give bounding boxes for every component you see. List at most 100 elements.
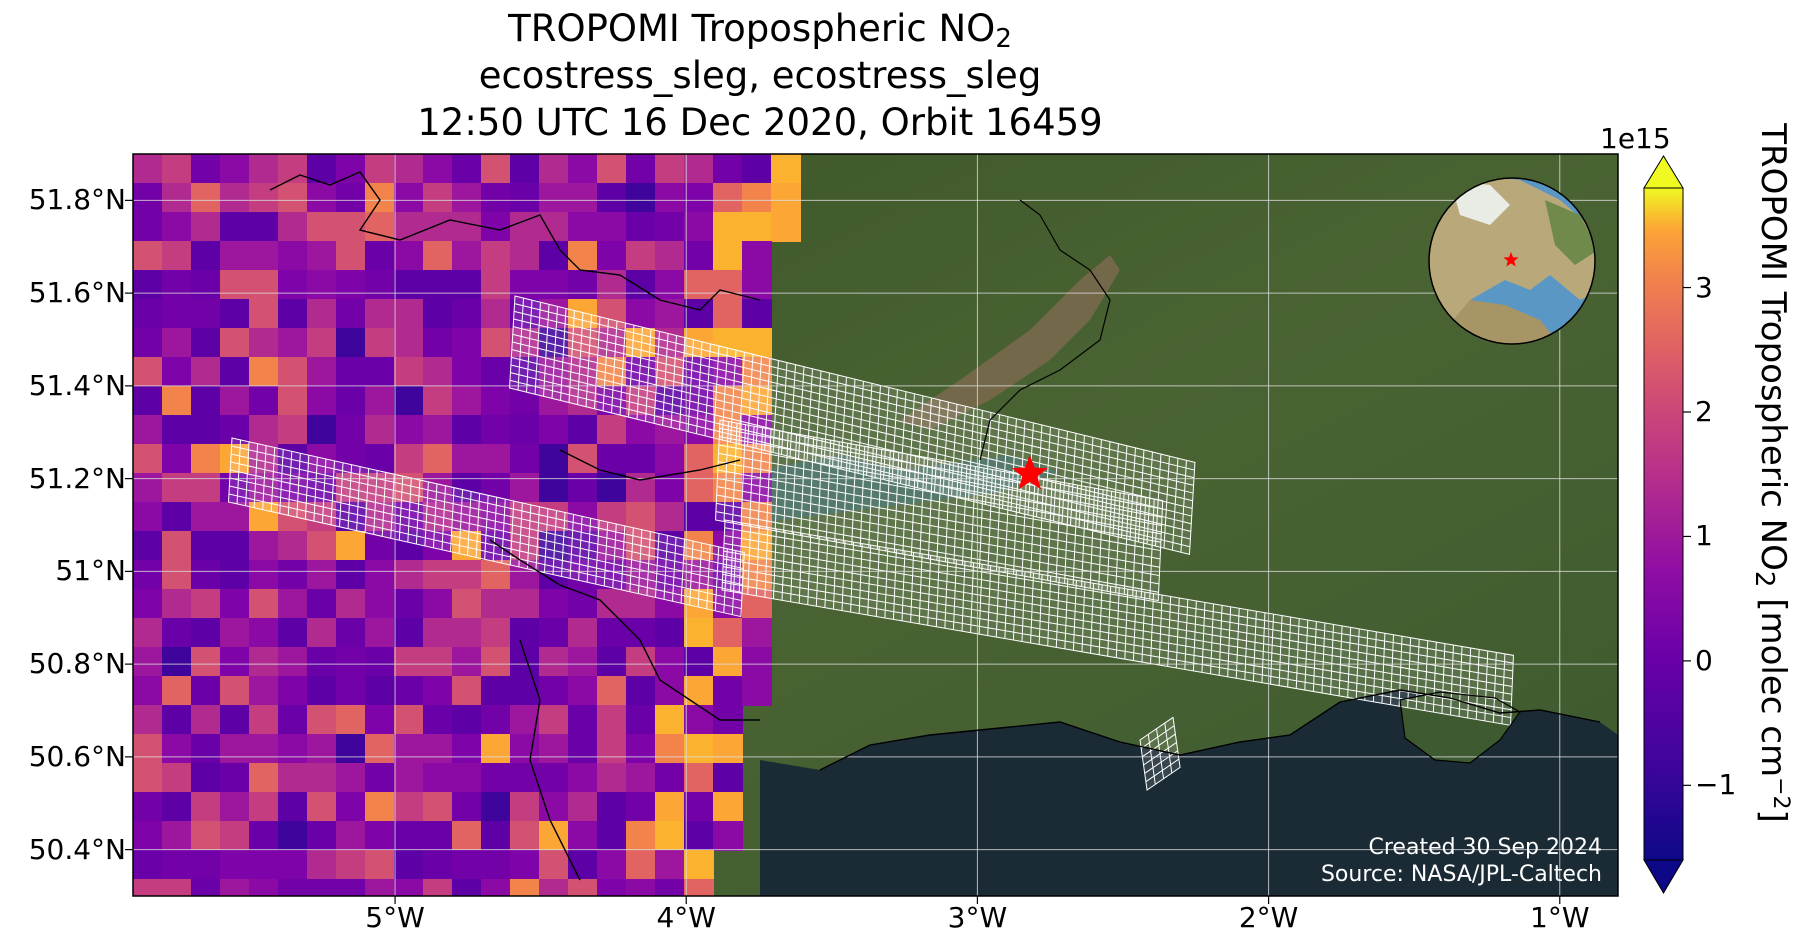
no2-pixel: [713, 763, 743, 793]
no2-pixel: [539, 212, 569, 242]
no2-pixel: [626, 821, 656, 851]
no2-pixel: [307, 270, 337, 300]
colorbar: [1643, 155, 1691, 894]
no2-pixel: [133, 357, 163, 387]
colorbar-label: TROPOMI Tropospheric NO2 [molec cm−2]: [1748, 123, 1794, 823]
no2-pixel: [191, 415, 221, 445]
no2-pixel: [191, 241, 221, 271]
no2-pixel-grid: [133, 154, 801, 938]
no2-pixel: [220, 879, 250, 896]
no2-pixel: [133, 299, 163, 329]
no2-pixel: [539, 792, 569, 822]
lon-label: 2°W: [1238, 901, 1299, 934]
no2-pixel: [481, 560, 511, 590]
no2-pixel: [597, 647, 627, 677]
no2-pixel: [278, 154, 308, 184]
no2-pixel: [568, 212, 598, 242]
no2-pixel: [539, 618, 569, 648]
no2-pixel: [452, 821, 482, 851]
no2-pixel: [713, 734, 743, 764]
no2-pixel: [481, 676, 511, 706]
colorbar-max-extension: [1643, 155, 1684, 189]
no2-pixel: [162, 705, 192, 735]
no2-pixel: [336, 212, 366, 242]
no2-pixel: [191, 299, 221, 329]
no2-pixel: [249, 734, 279, 764]
no2-pixel: [162, 154, 192, 184]
lat-label: 50.8°N: [28, 647, 126, 681]
no2-pixel: [742, 270, 772, 300]
no2-pixel: [249, 357, 279, 387]
no2-pixel: [162, 850, 192, 880]
no2-pixel: [365, 154, 395, 184]
no2-pixel: [133, 473, 163, 503]
no2-pixel: [539, 676, 569, 706]
no2-pixel: [162, 531, 192, 561]
no2-pixel: [452, 299, 482, 329]
no2-pixel: [510, 560, 540, 590]
no2-pixel: [568, 154, 598, 184]
no2-pixel: [220, 212, 250, 242]
no2-pixel: [423, 415, 453, 445]
no2-pixel: [568, 241, 598, 271]
no2-pixel: [191, 618, 221, 648]
no2-pixel: [452, 792, 482, 822]
severn-coastline: [979, 199, 1111, 461]
no2-pixel: [423, 647, 453, 677]
no2-pixel: [539, 183, 569, 213]
no2-pixel: [452, 734, 482, 764]
no2-pixel: [307, 212, 337, 242]
no2-pixel: [655, 299, 685, 329]
no2-pixel: [307, 415, 337, 445]
no2-pixel: [365, 415, 395, 445]
no2-pixel: [510, 618, 540, 648]
no2-pixel: [220, 183, 250, 213]
globe-land-scandinavia: [1545, 200, 1595, 265]
no2-pixel: [684, 618, 714, 648]
no2-pixel: [394, 705, 424, 735]
no2-pixel: [191, 328, 221, 358]
no2-pixel: [423, 879, 453, 896]
no2-pixel: [452, 444, 482, 474]
no2-pixel: [452, 705, 482, 735]
no2-pixel: [626, 154, 656, 184]
no2-pixel: [655, 763, 685, 793]
no2-pixel: [423, 386, 453, 416]
no2-pixel: [220, 792, 250, 822]
no2-pixel: [771, 212, 801, 242]
no2-pixel: [336, 705, 366, 735]
no2-pixel: [423, 270, 453, 300]
no2-pixel: [191, 734, 221, 764]
no2-pixel: [394, 270, 424, 300]
no2-pixel: [249, 792, 279, 822]
no2-pixel: [394, 154, 424, 184]
no2-pixel: [191, 879, 221, 896]
lat-label: 51°N: [55, 554, 126, 588]
no2-pixel: [684, 212, 714, 242]
no2-pixel: [162, 589, 192, 619]
no2-pixel: [249, 154, 279, 184]
no2-pixel: [568, 270, 598, 300]
no2-pixel: [510, 908, 540, 938]
no2-pixel: [394, 879, 424, 896]
no2-pixel: [568, 908, 598, 938]
no2-pixel: [278, 647, 308, 677]
no2-pixel: [684, 241, 714, 271]
no2-pixel: [713, 241, 743, 271]
no2-pixel: [307, 241, 337, 271]
lon-label: 4°W: [656, 901, 716, 934]
no2-pixel: [568, 647, 598, 677]
no2-pixel: [365, 270, 395, 300]
no2-pixel: [336, 270, 366, 300]
map-gridlines: [133, 154, 1618, 896]
colorbar-min-extension: [1643, 859, 1684, 894]
no2-pixel: [626, 212, 656, 242]
no2-pixel: [452, 270, 482, 300]
map-frame: [132, 153, 1619, 897]
no2-pixel: [423, 241, 453, 271]
no2-pixel: [481, 241, 511, 271]
no2-pixel: [539, 908, 569, 938]
no2-pixel: [597, 270, 627, 300]
no2-pixel: [133, 531, 163, 561]
coastline: [269, 171, 761, 881]
